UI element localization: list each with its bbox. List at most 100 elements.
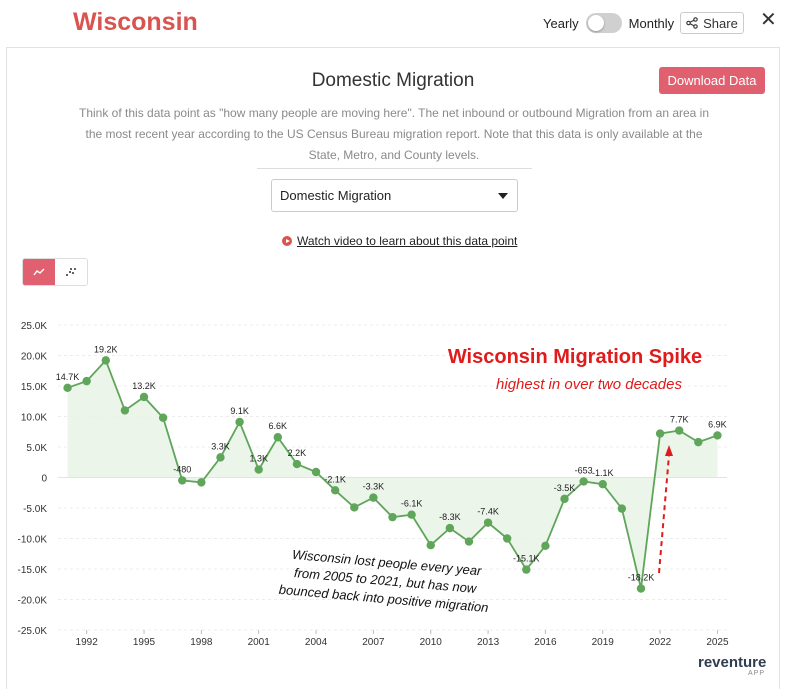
data-label-1993: 19.2K bbox=[94, 344, 118, 354]
y-tick-label: 10.0K bbox=[21, 413, 47, 424]
data-label-2001: 1.3K bbox=[249, 454, 268, 464]
share-icon bbox=[686, 17, 698, 29]
data-point-2020 bbox=[617, 504, 627, 513]
scatter-chart-button[interactable] bbox=[55, 259, 87, 285]
data-label-2021: -18.2K bbox=[628, 573, 655, 583]
chevron-down-icon bbox=[498, 193, 508, 199]
frequency-toggle-group: Yearly Monthly bbox=[543, 13, 674, 33]
data-point-1998 bbox=[197, 478, 206, 487]
x-tick-label: 2022 bbox=[649, 637, 672, 648]
data-label-1997: -480 bbox=[173, 464, 191, 474]
data-label-2018: -653 bbox=[575, 465, 593, 475]
data-label-2013: -7.4K bbox=[477, 507, 499, 517]
x-tick-label: 2010 bbox=[420, 637, 443, 648]
x-tick-label: 1992 bbox=[76, 637, 99, 648]
data-point-2012 bbox=[464, 537, 474, 546]
data-label-2017: -3.5K bbox=[554, 483, 576, 493]
data-point-2005 bbox=[330, 486, 340, 495]
data-label-2000: 9.1K bbox=[230, 406, 249, 416]
data-point-2022 bbox=[655, 429, 665, 438]
x-tick-label: 2013 bbox=[477, 637, 500, 648]
data-point-2018 bbox=[579, 477, 588, 486]
y-tick-label: 15.0K bbox=[21, 382, 47, 393]
data-label-2005: -2.1K bbox=[324, 474, 346, 484]
share-label: Share bbox=[703, 15, 738, 31]
data-label-2023: 7.7K bbox=[670, 415, 689, 425]
toggle-label-monthly[interactable]: Monthly bbox=[628, 15, 675, 31]
data-label-2009: -6.1K bbox=[401, 499, 423, 509]
x-tick-label: 1998 bbox=[190, 637, 213, 648]
data-point-2001 bbox=[254, 465, 263, 474]
data-point-2016 bbox=[541, 541, 550, 551]
y-tick-label: 0 bbox=[41, 474, 47, 485]
data-point-1996 bbox=[158, 413, 168, 422]
line-chart-icon bbox=[33, 268, 45, 276]
annotation-arrow-head bbox=[665, 445, 673, 456]
state-title: Wisconsin bbox=[73, 8, 198, 36]
data-point-2021 bbox=[636, 584, 646, 593]
toggle-label-yearly[interactable]: Yearly bbox=[543, 15, 579, 31]
watch-video-link[interactable]: Watch video to learn about this data poi… bbox=[282, 234, 517, 248]
data-point-2024 bbox=[694, 437, 703, 447]
data-point-1992 bbox=[82, 376, 91, 386]
data-label-1999: 3.3K bbox=[211, 441, 230, 451]
data-point-2017 bbox=[560, 494, 569, 504]
divider bbox=[257, 168, 532, 169]
top-bar: Wisconsin Yearly Monthly Share ✕ bbox=[0, 0, 789, 46]
data-point-2002 bbox=[273, 433, 283, 442]
reventure-logo: reventure bbox=[698, 654, 767, 671]
y-tick-label: 25.0K bbox=[21, 321, 47, 332]
data-point-2008 bbox=[388, 512, 397, 522]
chart-type-toggle bbox=[22, 258, 88, 286]
data-point-2003 bbox=[292, 459, 302, 469]
y-tick-label: -15.0K bbox=[18, 565, 48, 576]
reventure-logo-sub: APP bbox=[748, 670, 766, 677]
data-point-1993 bbox=[101, 356, 110, 365]
y-tick-label: -10.0K bbox=[18, 535, 48, 546]
data-label-2007: -3.3K bbox=[363, 482, 385, 492]
y-tick-label: -25.0K bbox=[18, 626, 48, 637]
data-point-2025 bbox=[713, 431, 722, 440]
close-button[interactable]: ✕ bbox=[760, 9, 777, 31]
y-tick-label: 20.0K bbox=[21, 352, 47, 363]
data-label-2025: 6.9K bbox=[708, 419, 727, 429]
y-tick-label: 5.0K bbox=[26, 443, 47, 454]
line-chart-button[interactable] bbox=[23, 259, 55, 285]
area-fill-positive bbox=[67, 360, 718, 589]
data-point-2009 bbox=[407, 510, 416, 519]
data-point-2014 bbox=[502, 534, 512, 543]
data-label-1995: 13.2K bbox=[132, 381, 156, 391]
annotation-subhead: highest in over two decades bbox=[496, 376, 682, 393]
data-point-2007 bbox=[369, 493, 378, 502]
data-point-2023 bbox=[675, 426, 684, 435]
data-point-1994 bbox=[120, 406, 130, 415]
data-point-2019 bbox=[598, 480, 607, 489]
toggle-knob bbox=[587, 15, 604, 31]
data-point-1991 bbox=[63, 383, 72, 393]
y-tick-label: -20.0K bbox=[18, 596, 48, 607]
data-point-1997 bbox=[178, 476, 187, 485]
data-label-2015: -15.1K bbox=[513, 554, 540, 564]
scatter-chart-icon bbox=[66, 268, 76, 276]
frequency-toggle[interactable] bbox=[585, 13, 622, 33]
annotation-headline: Wisconsin Migration Spike bbox=[448, 346, 702, 368]
x-tick-label: 2019 bbox=[592, 637, 615, 648]
x-tick-label: 2001 bbox=[248, 637, 271, 648]
watch-video-label: Watch video to learn about this data poi… bbox=[297, 234, 518, 248]
data-point-2004 bbox=[311, 467, 321, 477]
data-point-2010 bbox=[426, 541, 435, 550]
y-tick-label: -5.0K bbox=[23, 504, 47, 515]
data-point-1999 bbox=[216, 453, 225, 462]
data-point-2013 bbox=[483, 518, 493, 527]
share-button[interactable]: Share bbox=[680, 12, 744, 34]
download-data-button[interactable]: Download Data bbox=[659, 67, 765, 94]
x-tick-label: 2004 bbox=[305, 637, 328, 648]
metric-select[interactable]: Domestic Migration bbox=[271, 179, 518, 212]
annotation-arrow-shaft bbox=[658, 454, 670, 574]
metric-title: Domestic Migration bbox=[311, 70, 475, 91]
metric-select-value: Domestic Migration bbox=[280, 188, 392, 203]
x-tick-label: 2016 bbox=[534, 637, 557, 648]
data-label-1991: 14.7K bbox=[56, 372, 80, 382]
metric-description: Think of this data point as "how many pe… bbox=[79, 106, 710, 162]
